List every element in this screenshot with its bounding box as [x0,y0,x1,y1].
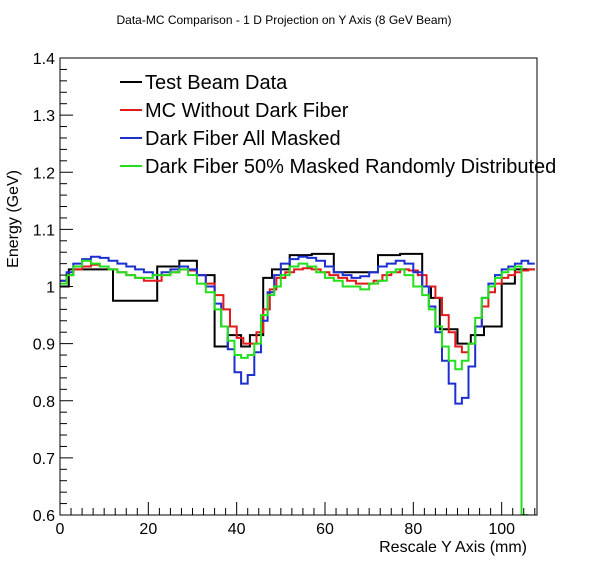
x-axis-title: Rescale Y Axis (mm) [379,539,527,556]
axis-ticks: 0 20 40 60 80 100 0.6 0.7 0.8 0.9 1 1.1 1.2 1.3 1.4 [33,51,536,538]
x-tick-label: 0 [56,521,65,538]
series-line-3 [60,255,535,405]
series-line-1 [60,252,535,348]
series-layer [60,252,535,515]
x-tick-label: 100 [488,521,515,538]
y-tick-label: 1.4 [33,51,55,68]
x-tick-label: 80 [404,521,422,538]
y-tick-label: 1.3 [33,108,55,125]
x-tick-label: 20 [139,521,157,538]
legend-label-4: Dark Fiber 50% Masked Randomly Distribut… [145,156,556,178]
y-tick-label: 0.8 [33,394,55,411]
legend-label-3: Dark Fiber All Masked [145,128,341,150]
legend-label-2: MC Without Dark Fiber [145,100,349,122]
legend-label-1: Test Beam Data [145,72,288,94]
x-tick-label: 60 [316,521,334,538]
y-tick-label: 1.2 [33,165,55,182]
legend: Test Beam Data MC Without Dark Fiber Dark … [120,72,556,178]
y-tick-label: 0.7 [33,451,55,468]
x-tick-label: 40 [228,521,246,538]
y-axis-title: Energy (GeV) [5,170,22,268]
series-line-4 [60,259,529,515]
y-tick-label: 0.9 [33,337,55,354]
chart-title: Data-MC Comparison - 1 D Projection on Y… [116,13,451,27]
y-tick-label: 1 [46,280,55,297]
y-tick-label: 0.6 [33,508,55,525]
y-tick-label: 1.1 [33,222,55,239]
